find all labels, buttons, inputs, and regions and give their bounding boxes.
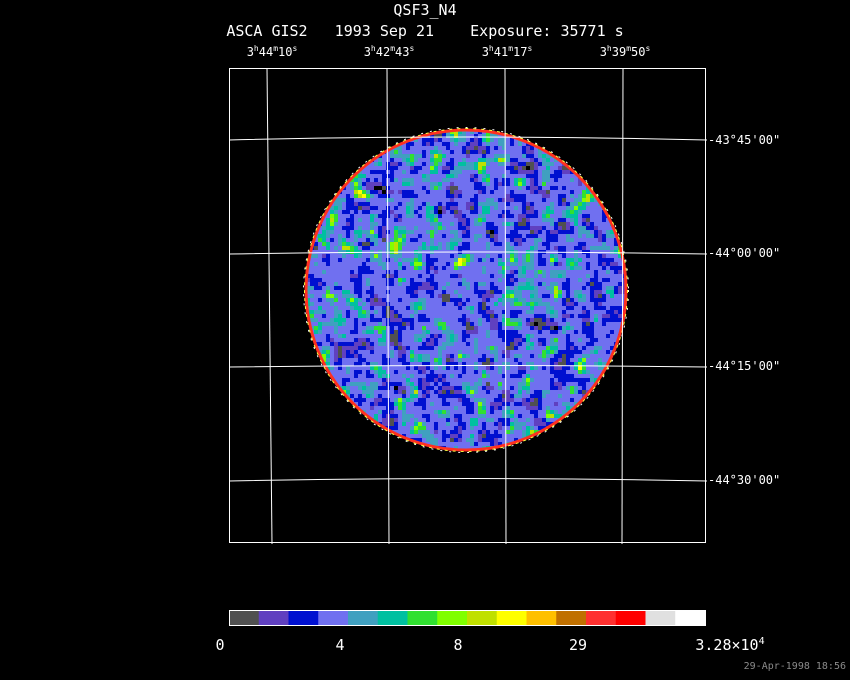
colorbar-label-max: 3.28×104	[695, 636, 765, 654]
colorbar-segment	[615, 610, 646, 626]
colorbar-segment	[229, 610, 260, 626]
dec-label-3: -44°30'00"	[708, 473, 781, 487]
ra-label-1: 3h42m43s	[363, 44, 415, 59]
colorbar	[229, 610, 706, 626]
coordinate-grid	[229, 68, 707, 544]
colorbar-label-0: 0	[215, 636, 225, 654]
detector-edge-yellow	[304, 128, 628, 452]
colorbar-segment	[288, 610, 319, 626]
dec-gridline-2	[229, 365, 707, 368]
sky-image-frame	[229, 68, 707, 544]
ra-label-2: 3h41m17s	[481, 44, 533, 59]
detector-edge-white	[303, 127, 629, 453]
colorbar-border	[229, 610, 706, 626]
dec-label-0: -43°45'00"	[708, 133, 781, 147]
colorbar-segment	[377, 610, 408, 626]
ra-label-3: 3h39m50s	[599, 44, 651, 59]
colorbar-label-1: 4	[335, 636, 345, 654]
colorbar-label-2: 8	[453, 636, 463, 654]
image-title: QSF3_N4	[393, 1, 457, 19]
colorbar-segment	[467, 610, 498, 626]
colorbar-segment	[556, 610, 587, 626]
colorbar-segment	[645, 610, 676, 626]
colorbar-segment	[258, 610, 289, 626]
ra-gridline-2	[504, 68, 507, 544]
colorbar-segment	[586, 610, 617, 626]
dec-label-1: -44°00'00"	[708, 246, 781, 260]
detector-edge-red	[304, 128, 628, 452]
ra-gridline-1	[386, 68, 390, 544]
observation-subtitle: ASCA GIS2 1993 Sep 21 Exposure: 35771 s	[226, 22, 624, 40]
colorbar-segment	[526, 610, 557, 626]
colorbar-segment	[496, 610, 527, 626]
colorbar-segment	[407, 610, 438, 626]
colorbar-segment	[437, 610, 468, 626]
ra-gridline-3	[621, 68, 624, 544]
timestamp: 29-Apr-1998 18:56	[743, 661, 846, 672]
colorbar-segment	[318, 610, 349, 626]
colorbar-segment	[675, 610, 706, 626]
dec-gridline-3	[229, 478, 707, 482]
colorbar-segment	[348, 610, 379, 626]
dec-label-2: -44°15'00"	[708, 359, 781, 373]
colorbar-label-3: 29	[568, 636, 588, 654]
dec-gridline-1	[229, 251, 707, 255]
ra-gridline-0	[266, 68, 273, 544]
ra-label-0: 3h44m10s	[246, 44, 298, 59]
dec-gridline-0	[229, 136, 707, 141]
image-border	[229, 68, 706, 543]
